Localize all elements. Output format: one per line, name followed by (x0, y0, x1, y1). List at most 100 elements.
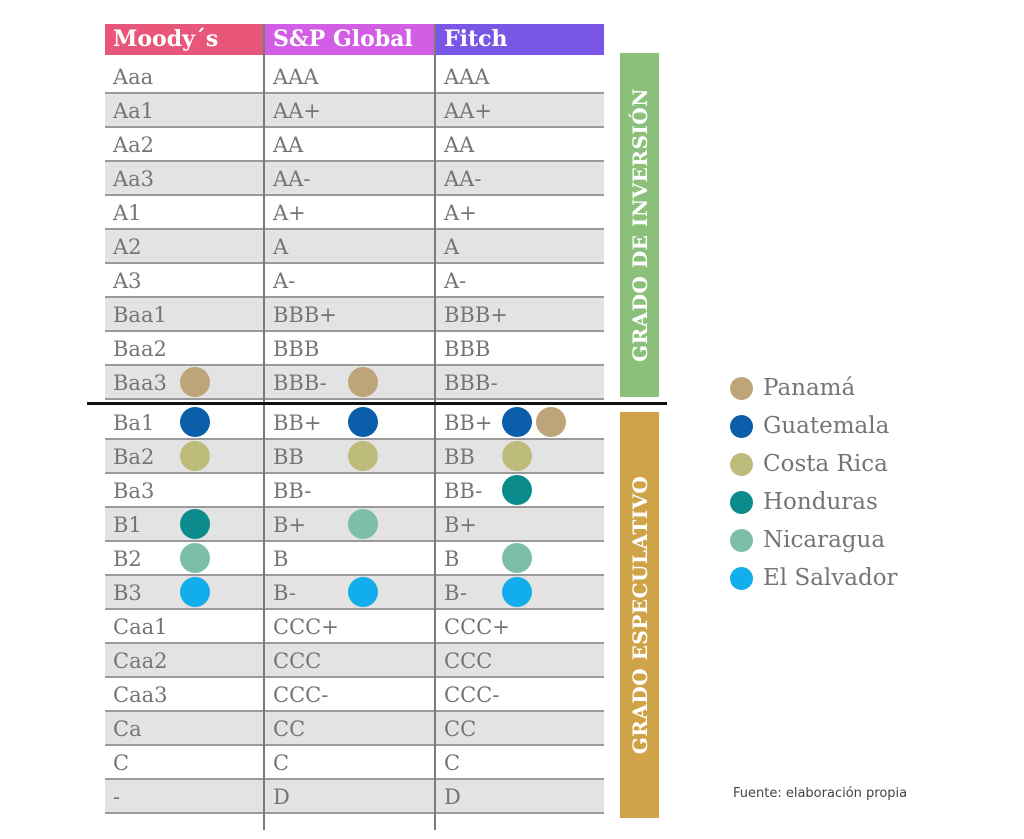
rating-cell-sp: BBB- (273, 371, 327, 395)
table-row: Ba2 BB BB (105, 440, 604, 474)
rating-cell-moodys: - (113, 785, 121, 809)
rating-cell-fitch: AA (444, 133, 475, 157)
rating-cell-fitch: AA+ (444, 99, 492, 123)
country-dot-guatemala (348, 407, 378, 437)
legend-label: Nicaragua (763, 527, 886, 553)
table-row: Aa1 AA+ AA+ (105, 94, 604, 128)
country-dot-panama (536, 407, 566, 437)
rating-cell-moodys: Ba3 (113, 479, 155, 503)
rating-cell-sp: B (273, 547, 289, 571)
investment-grade-band: GRADO DE INVERSIÓN (620, 53, 659, 397)
speculative-grade-label: GRADO ESPECULATIVO (627, 475, 652, 755)
speculative-grade-band: GRADO ESPECULATIVO (620, 412, 659, 818)
rating-cell-moodys: B2 (113, 547, 142, 571)
rating-cell-sp: AAA (273, 65, 319, 89)
rating-cell-sp: D (273, 785, 290, 809)
rating-cell-moodys: A1 (113, 201, 142, 225)
rating-cell-moodys: A3 (113, 269, 142, 293)
table-row: A2 A A (105, 230, 604, 264)
rating-cell-moodys: Ca (113, 717, 142, 741)
rating-cell-moodys: Baa1 (113, 303, 167, 327)
rating-cell-moodys: B3 (113, 581, 142, 605)
table-row: Baa1 BBB+ BBB+ (105, 298, 604, 332)
table-row: Caa2 CCC CCC (105, 644, 604, 678)
legend-dot (730, 567, 753, 590)
country-dot-el-salvador (180, 577, 210, 607)
legend-label: Costa Rica (763, 451, 888, 477)
country-dot-honduras (180, 509, 210, 539)
table-row: Aa3 AA- AA- (105, 162, 604, 196)
table-row: Aa2 AA AA (105, 128, 604, 162)
table-row: Aaa AAA AAA (105, 60, 604, 94)
rating-cell-sp: B+ (273, 513, 307, 537)
rating-cell-moodys: Baa3 (113, 371, 167, 395)
country-dot-el-salvador (502, 577, 532, 607)
legend-dot (730, 377, 753, 400)
rating-cell-moodys: Aaa (113, 65, 154, 89)
rating-cell-sp: CC (273, 717, 306, 741)
rating-cell-fitch: CCC (444, 649, 493, 673)
rating-cell-sp: CCC+ (273, 615, 339, 639)
legend-label: Guatemala (763, 413, 890, 439)
country-dot-costa-rica (502, 441, 532, 471)
legend-label: El Salvador (763, 565, 898, 591)
rating-cell-fitch: BBB (444, 337, 491, 361)
rating-cell-sp: A+ (273, 201, 306, 225)
rating-cell-sp: BB (273, 445, 304, 469)
country-dot-nicaragua (502, 543, 532, 573)
rating-cell-sp: CCC (273, 649, 322, 673)
country-dot-el-salvador (348, 577, 378, 607)
rating-cell-fitch: B (444, 547, 460, 571)
rating-cell-moodys: A2 (113, 235, 142, 259)
rating-cell-fitch: B- (444, 581, 467, 605)
country-dot-panama (180, 367, 210, 397)
table-row: A3 A- A- (105, 264, 604, 298)
rating-cell-fitch: D (444, 785, 461, 809)
rating-cell-moodys: Ba2 (113, 445, 155, 469)
table-row: Baa3 BBB- BBB- (105, 366, 604, 400)
rating-cell-sp: A- (273, 269, 296, 293)
rating-cell-moodys: Aa3 (113, 167, 155, 191)
legend-label: Panamá (763, 375, 856, 401)
rating-cell-fitch: BBB- (444, 371, 498, 395)
legend-dot (730, 529, 753, 552)
table-row: B3 B- B- (105, 576, 604, 610)
legend-label: Honduras (763, 489, 878, 515)
rating-cell-sp: B- (273, 581, 296, 605)
rating-cell-sp: BBB (273, 337, 320, 361)
table-row: B2 B B (105, 542, 604, 576)
country-dot-guatemala (180, 407, 210, 437)
rating-cell-sp: BBB+ (273, 303, 337, 327)
rating-cell-fitch: B+ (444, 513, 478, 537)
rating-cell-moodys: Caa2 (113, 649, 168, 673)
rating-cell-moodys: Ba1 (113, 411, 155, 435)
rating-cell-sp: AA+ (273, 99, 321, 123)
country-dot-costa-rica (348, 441, 378, 471)
rating-cell-fitch: CC (444, 717, 477, 741)
country-dot-honduras (502, 475, 532, 505)
rating-cell-fitch: AA- (444, 167, 482, 191)
country-dot-costa-rica (180, 441, 210, 471)
rating-cell-fitch: A+ (444, 201, 477, 225)
investment-grade-label: GRADO DE INVERSIÓN (627, 87, 652, 363)
legend-dot (730, 415, 753, 438)
column-divider (434, 24, 436, 830)
header-moodys: Moody´s (105, 24, 264, 55)
source-note: Fuente: elaboración propia (733, 786, 908, 801)
rating-cell-fitch: BB- (444, 479, 483, 503)
country-dot-guatemala (502, 407, 532, 437)
table-row: Ca CC CC (105, 712, 604, 746)
country-dot-panama (348, 367, 378, 397)
rating-cell-fitch: C (444, 751, 461, 775)
rating-cell-fitch: A (444, 235, 460, 259)
rating-cell-sp: BB+ (273, 411, 322, 435)
rating-cell-moodys: B1 (113, 513, 142, 537)
rating-cell-moodys: Aa2 (113, 133, 155, 157)
column-divider (263, 24, 265, 830)
rating-cell-fitch: BB (444, 445, 475, 469)
rating-cell-sp: BB- (273, 479, 312, 503)
table-row: Ba3 BB- BB- (105, 474, 604, 508)
rating-cell-moodys: C (113, 751, 130, 775)
